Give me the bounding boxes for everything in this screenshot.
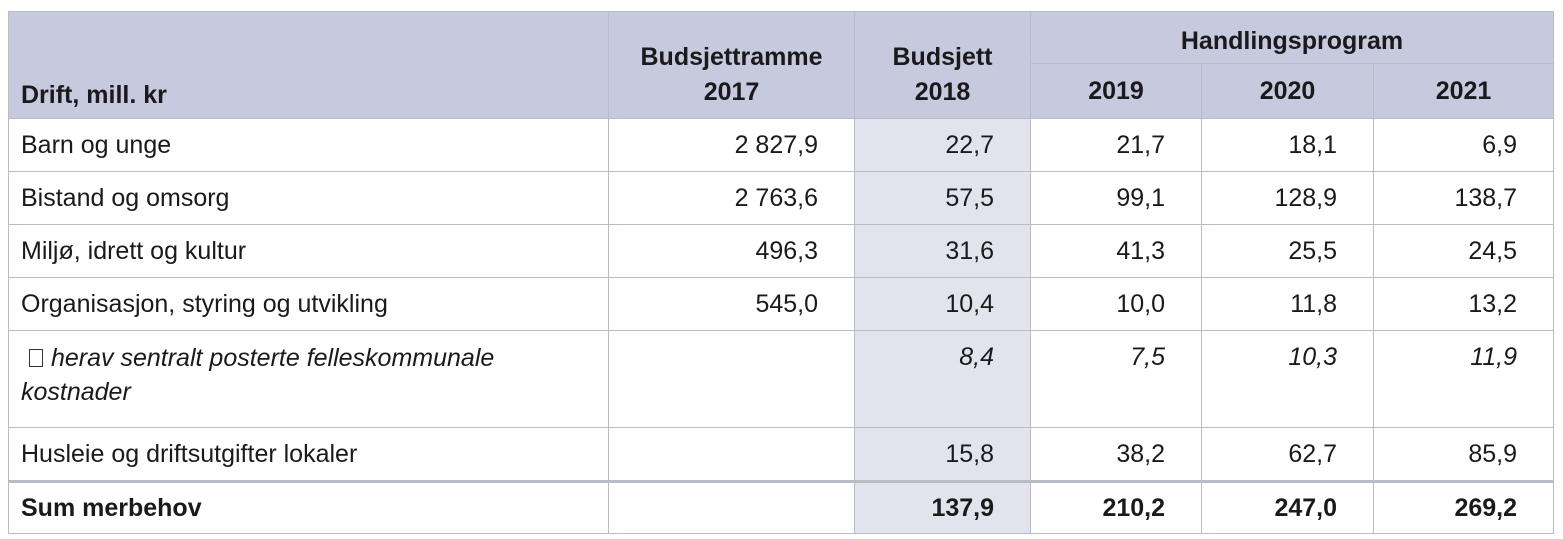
cell-2019: 41,3 xyxy=(1030,224,1202,278)
header-handlingsprogram: Handlingsprogram xyxy=(1030,11,1554,64)
cell-2020: 11,8 xyxy=(1201,277,1374,331)
cell-budget-2018: 15,8 xyxy=(854,427,1031,482)
cell-2020: 25,5 xyxy=(1201,224,1374,278)
cell-2020: 18,1 xyxy=(1201,118,1374,172)
table-row: Bistand og omsorg 2 763,6 57,5 99,1 128,… xyxy=(8,171,1554,225)
cell-frame-2017: 545,0 xyxy=(608,277,855,331)
cell-budget-2018: 10,4 xyxy=(854,277,1031,331)
cell-2019: 99,1 xyxy=(1030,171,1202,225)
row-label: Husleie og driftsutgifter lokaler xyxy=(8,427,609,482)
sum-2019: 210,2 xyxy=(1030,480,1202,534)
cell-2021: 138,7 xyxy=(1373,171,1554,225)
cell-budget-2018: 31,6 xyxy=(854,224,1031,278)
row-label: Barn og unge xyxy=(8,118,609,172)
header-year-2019: 2019 xyxy=(1030,63,1202,119)
table-header: Drift, mill. kr Budsjettramme 2017 Budsj… xyxy=(8,11,1554,119)
cell-2019: 10,0 xyxy=(1030,277,1202,331)
table-row: Organisasjon, styring og utvikling 545,0… xyxy=(8,277,1554,331)
cell-2019: 21,7 xyxy=(1030,118,1202,172)
sum-2020: 247,0 xyxy=(1201,480,1374,534)
table-row-sub: herav sentralt posterte felleskommunale … xyxy=(8,330,1554,428)
row-label-sub-line2: kostnader xyxy=(21,378,131,406)
header-year-2020: 2020 xyxy=(1201,63,1374,119)
cell-2021: 13,2 xyxy=(1373,277,1554,331)
cell-frame-2017 xyxy=(608,427,855,482)
cell-2021: 85,9 xyxy=(1373,427,1554,482)
table-row: Husleie og driftsutgifter lokaler 15,8 3… xyxy=(8,427,1554,482)
header-budsjettramme-line2: 2017 xyxy=(703,78,760,106)
table-row: Miljø, idrett og kultur 496,3 31,6 41,3 … xyxy=(8,224,1554,278)
header-budsjett-line1: Budsjett xyxy=(892,43,993,71)
header-budsjettramme-2017: Budsjettramme 2017 xyxy=(608,11,855,119)
cell-frame-2017: 2 827,9 xyxy=(608,118,855,172)
header-label-col: Drift, mill. kr xyxy=(8,11,609,119)
row-label-sub: herav sentralt posterte felleskommunale … xyxy=(8,330,609,428)
header-year-2021: 2021 xyxy=(1373,63,1554,119)
header-budsjett-line2: 2018 xyxy=(914,78,971,106)
sum-frame-2017 xyxy=(608,480,855,534)
table-row-sum: Sum merbehov 137,9 210,2 247,0 269,2 xyxy=(8,480,1554,534)
header-budsjettramme-line1: Budsjettramme xyxy=(640,43,823,71)
cell-2020: 62,7 xyxy=(1201,427,1374,482)
cell-2019: 38,2 xyxy=(1030,427,1202,482)
row-label-sub-line1: herav sentralt posterte felleskommunale xyxy=(51,344,495,372)
table-body: Barn og unge 2 827,9 22,7 21,7 18,1 6,9 … xyxy=(8,118,1554,534)
cell-2021: 11,9 xyxy=(1373,330,1554,428)
sum-2021: 269,2 xyxy=(1373,480,1554,534)
cell-2021: 24,5 xyxy=(1373,224,1554,278)
cell-budget-2018: 57,5 xyxy=(854,171,1031,225)
cell-frame-2017 xyxy=(608,330,855,428)
cell-2021: 6,9 xyxy=(1373,118,1554,172)
cell-2019: 7,5 xyxy=(1030,330,1202,428)
cell-2020: 10,3 xyxy=(1201,330,1374,428)
cell-frame-2017: 496,3 xyxy=(608,224,855,278)
budget-table-container: Drift, mill. kr Budsjettramme 2017 Budsj… xyxy=(8,11,1554,534)
sum-label: Sum merbehov xyxy=(8,480,609,534)
table-row: Barn og unge 2 827,9 22,7 21,7 18,1 6,9 xyxy=(8,118,1554,172)
row-label: Organisasjon, styring og utvikling xyxy=(8,277,609,331)
square-bullet-icon xyxy=(29,349,43,367)
header-budsjett-2018: Budsjett 2018 xyxy=(854,11,1031,119)
cell-budget-2018: 8,4 xyxy=(854,330,1031,428)
row-label: Miljø, idrett og kultur xyxy=(8,224,609,278)
row-label: Bistand og omsorg xyxy=(8,171,609,225)
cell-2020: 128,9 xyxy=(1201,171,1374,225)
sum-budget-2018: 137,9 xyxy=(854,480,1031,534)
cell-frame-2017: 2 763,6 xyxy=(608,171,855,225)
budget-table: Drift, mill. kr Budsjettramme 2017 Budsj… xyxy=(8,11,1554,534)
cell-budget-2018: 22,7 xyxy=(854,118,1031,172)
